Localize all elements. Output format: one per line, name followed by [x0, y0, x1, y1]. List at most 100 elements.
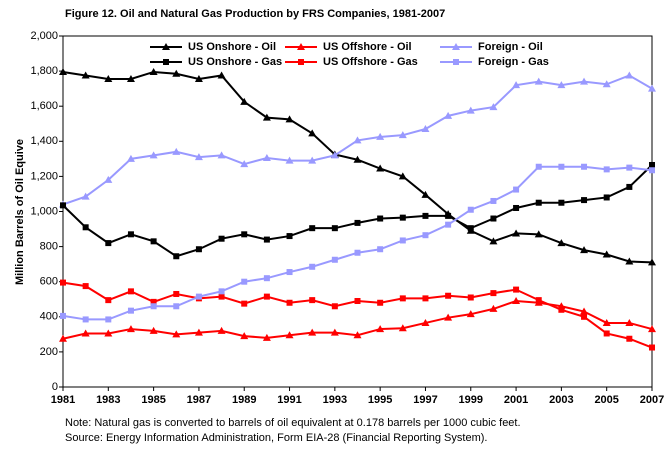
marker — [513, 204, 520, 211]
marker — [444, 111, 453, 119]
marker — [263, 236, 270, 243]
y-tick-label: 600 — [40, 276, 58, 288]
y-tick-label: 400 — [40, 311, 58, 323]
marker — [331, 303, 338, 310]
marker — [262, 333, 271, 341]
marker — [81, 192, 90, 200]
marker — [602, 80, 611, 88]
marker — [240, 97, 249, 105]
marker — [445, 292, 452, 299]
marker — [218, 235, 225, 242]
marker — [105, 316, 112, 323]
marker — [353, 331, 362, 339]
marker — [422, 212, 429, 219]
marker — [466, 310, 475, 318]
marker — [649, 167, 655, 174]
marker — [421, 318, 430, 326]
marker — [173, 290, 180, 297]
note: Source: Energy Information Administratio… — [65, 432, 487, 444]
y-tick-label: 0 — [52, 381, 58, 393]
marker — [105, 240, 112, 247]
marker — [648, 84, 656, 92]
marker — [354, 219, 361, 226]
marker — [376, 132, 385, 140]
marker — [422, 232, 429, 239]
marker — [195, 293, 202, 300]
marker — [126, 74, 135, 82]
x-tick-label: 1997 — [413, 394, 437, 406]
marker — [104, 175, 113, 183]
chart-title: Figure 12. Oil and Natural Gas Productio… — [65, 8, 445, 20]
marker — [602, 318, 611, 326]
y-tick-label: 2,000 — [30, 30, 58, 42]
marker — [398, 172, 407, 180]
y-tick-label: 1,400 — [30, 135, 58, 147]
x-tick-label: 2007 — [640, 394, 664, 406]
x-tick-label: 2001 — [504, 394, 528, 406]
x-tick-label: 1989 — [232, 394, 256, 406]
y-tick-label: 1,200 — [30, 170, 58, 182]
marker — [149, 326, 158, 334]
x-tick-label: 2005 — [594, 394, 618, 406]
marker — [263, 275, 270, 282]
marker — [285, 115, 294, 123]
marker — [194, 153, 203, 161]
marker — [353, 136, 362, 144]
marker — [286, 269, 293, 276]
marker — [603, 166, 610, 173]
marker — [445, 221, 452, 228]
marker — [263, 293, 270, 300]
marker — [308, 328, 317, 336]
marker — [490, 290, 497, 297]
marker — [82, 224, 89, 231]
x-tick-label: 1983 — [96, 394, 120, 406]
x-tick-label: 1999 — [459, 394, 483, 406]
marker — [354, 298, 361, 305]
marker — [217, 326, 226, 334]
legend-marker — [297, 43, 305, 50]
marker — [580, 246, 589, 254]
marker — [309, 225, 316, 232]
marker — [399, 295, 406, 302]
marker — [421, 125, 430, 133]
y-tick-label: 800 — [40, 241, 58, 253]
marker — [331, 225, 338, 232]
marker — [353, 155, 362, 163]
marker — [376, 164, 385, 172]
marker — [149, 67, 158, 75]
marker — [104, 74, 113, 82]
marker — [512, 229, 521, 237]
marker — [217, 151, 226, 159]
marker — [330, 151, 339, 159]
marker — [241, 231, 248, 238]
marker — [489, 103, 498, 111]
marker — [150, 298, 157, 305]
marker — [512, 297, 521, 305]
x-tick-label: 1981 — [51, 394, 75, 406]
marker — [285, 156, 294, 164]
marker — [308, 156, 317, 164]
marker — [150, 238, 157, 245]
marker — [172, 330, 181, 338]
marker — [467, 206, 474, 213]
marker — [558, 163, 565, 170]
marker — [105, 297, 112, 304]
note: Note: Natural gas is converted to barrel… — [65, 417, 521, 429]
marker — [467, 294, 474, 301]
marker — [490, 197, 497, 204]
marker — [626, 335, 633, 342]
marker — [558, 306, 565, 313]
marker — [59, 67, 67, 75]
marker — [331, 256, 338, 263]
marker — [422, 295, 429, 302]
marker — [603, 330, 610, 337]
marker — [558, 199, 565, 206]
marker — [626, 183, 633, 190]
marker — [534, 230, 543, 238]
marker — [194, 328, 203, 336]
y-tick-label: 1,000 — [30, 205, 58, 217]
marker — [421, 190, 430, 198]
x-tick-label: 1985 — [141, 394, 165, 406]
marker — [535, 163, 542, 170]
marker — [444, 313, 453, 321]
